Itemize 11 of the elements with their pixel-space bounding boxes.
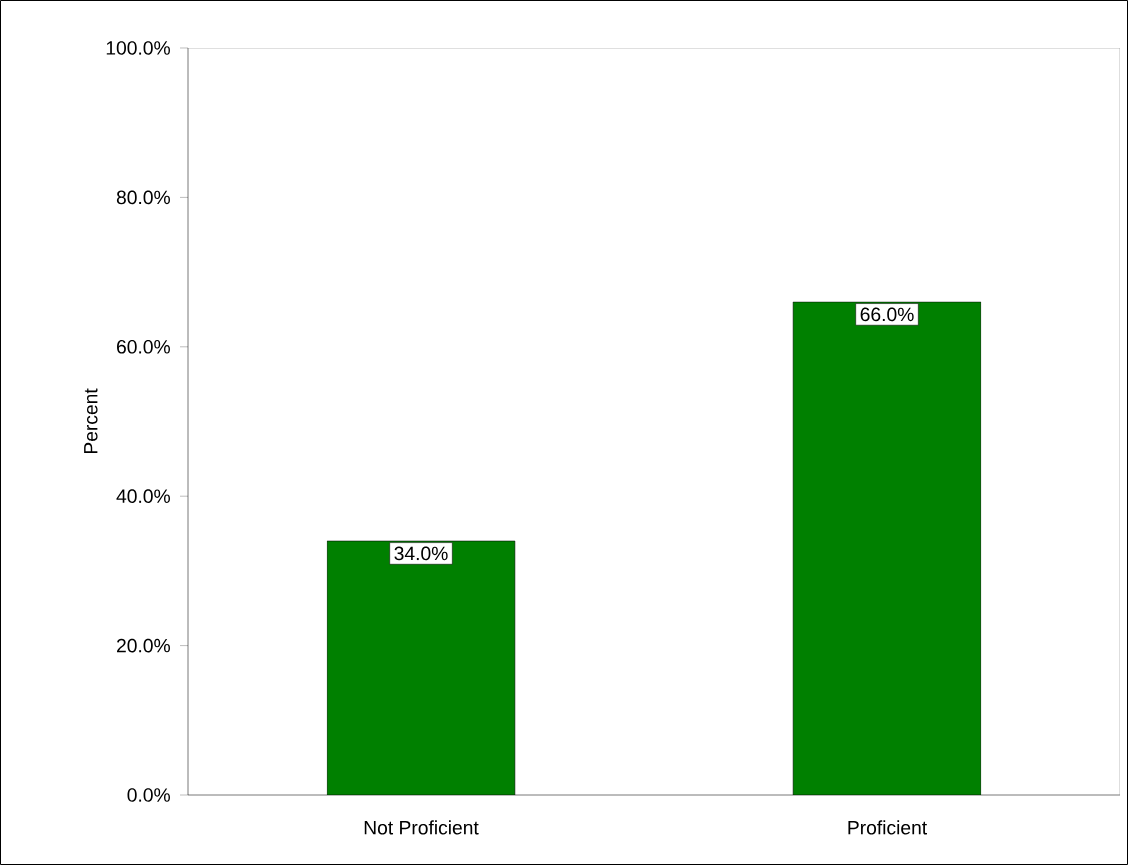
y-tick-label: 40.0% [116,489,170,504]
data-label: 34.0% [394,546,448,561]
data-label: 66.0% [860,307,914,322]
y-tick-label: 20.0% [117,638,170,653]
y-tick-label: 80.0% [116,190,170,205]
y-tick-label: 0.0% [127,788,170,802]
x-tick-label: Proficient [848,820,927,835]
x-tick-label: Not Proficient [364,820,479,835]
y-axis-title: Percent [84,388,98,454]
y-tick-label: 100.0% [106,41,170,55]
y-tick-label: 60.0% [117,339,170,354]
